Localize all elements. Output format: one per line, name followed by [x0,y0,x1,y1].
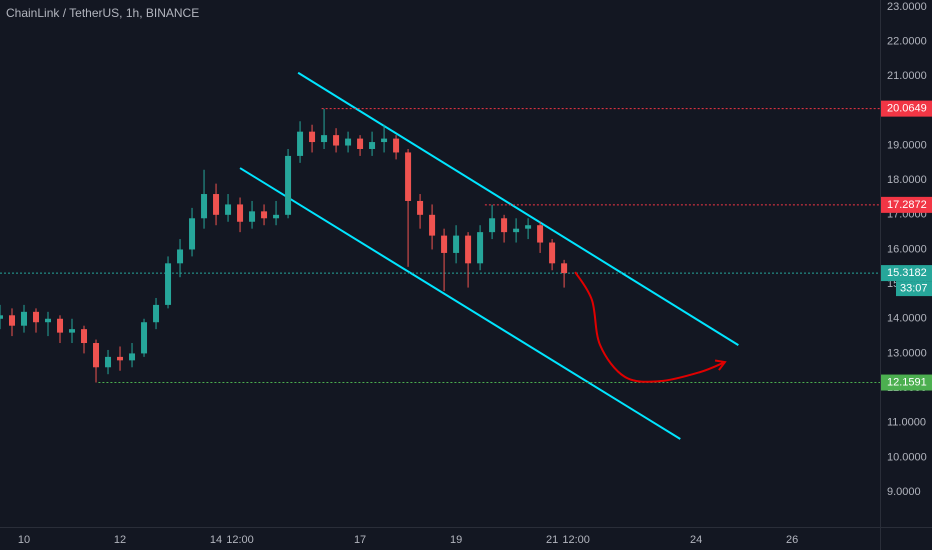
y-tick-label: 18.0000 [887,174,927,186]
candle-body [441,235,448,253]
x-tick-label: 12:00 [226,534,254,546]
candle-body [45,318,52,323]
countdown: 33:07 [900,282,928,294]
candle-body [249,211,256,222]
candle-body [297,131,304,156]
price-label: 17.2872 [887,199,927,211]
x-tick-label: 21 [546,534,558,546]
y-tick-label: 9.0000 [887,486,921,498]
candle-body [117,356,124,361]
candle-body [357,138,364,149]
price-label-box [881,265,932,282]
candle-body [225,204,232,215]
price-label-box [881,100,932,117]
candle-body [345,138,352,146]
candle-body [141,322,148,354]
price-label: 15.3182 [887,267,927,279]
forecast-path [574,271,726,383]
candle-body [201,194,208,219]
price-label-box [881,196,932,213]
candle-body [465,235,472,264]
candle-body [285,155,292,215]
candle-body [33,311,40,323]
candle-body [81,329,88,344]
candle-body [273,214,280,219]
price-label: 12.1591 [887,376,927,388]
candle-body [189,218,196,250]
candle-body [333,135,340,146]
candle-body [105,356,112,368]
candle-body [69,329,76,333]
candle-body [261,211,268,219]
candle-body [21,311,28,326]
x-tick-label: 24 [690,534,702,546]
y-tick-label: 16.0000 [887,243,927,255]
candle-body [177,249,184,264]
candle-body [501,218,508,233]
candle-body [429,214,436,236]
trendline [297,71,739,346]
candle-body [393,138,400,153]
candle-body [405,152,412,201]
candle-body [0,315,3,319]
y-tick-label: 14.0000 [887,313,927,325]
countdown-box [896,281,932,297]
candle-body [93,343,100,368]
candle-body [213,194,220,215]
y-tick-label: 21.0000 [887,70,927,82]
candle-body [537,225,544,243]
candle-body [153,304,160,323]
candle-body [417,200,424,215]
x-tick-label: 14 [210,534,222,546]
candle-body [321,135,328,143]
x-tick-label: 12:00 [562,534,590,546]
candle-body [129,353,136,361]
candle-body [57,318,64,333]
x-tick-label: 12 [114,534,126,546]
candle-body [309,131,316,143]
candle-body [9,315,16,326]
candle-body [489,218,496,233]
y-tick-label: 13.0000 [887,347,927,359]
y-tick-label: 10.0000 [887,451,927,463]
candle-body [549,242,556,264]
x-tick-label: 17 [354,534,366,546]
candle-body [525,225,532,229]
y-tick-label: 19.0000 [887,139,927,151]
candle-body [165,263,172,305]
trendline [239,167,681,440]
candle-body [237,204,244,222]
y-tick-label: 22.0000 [887,35,927,47]
candle-body [381,138,388,143]
forecast-arrowhead [714,359,727,371]
candle-body [513,228,520,233]
x-tick-label: 26 [786,534,798,546]
chart-title: ChainLink / TetherUS, 1h, BINANCE [6,6,199,20]
candle-body [453,235,460,253]
x-tick-label: 10 [18,534,30,546]
price-label-box [881,374,932,391]
candle-body [369,142,376,149]
y-tick-label: 11.0000 [887,417,926,429]
candle-body [561,263,568,274]
candle-body [477,232,484,264]
price-label: 20.0649 [887,103,927,115]
x-tick-label: 19 [450,534,462,546]
y-tick-label: 23.0000 [887,1,927,13]
